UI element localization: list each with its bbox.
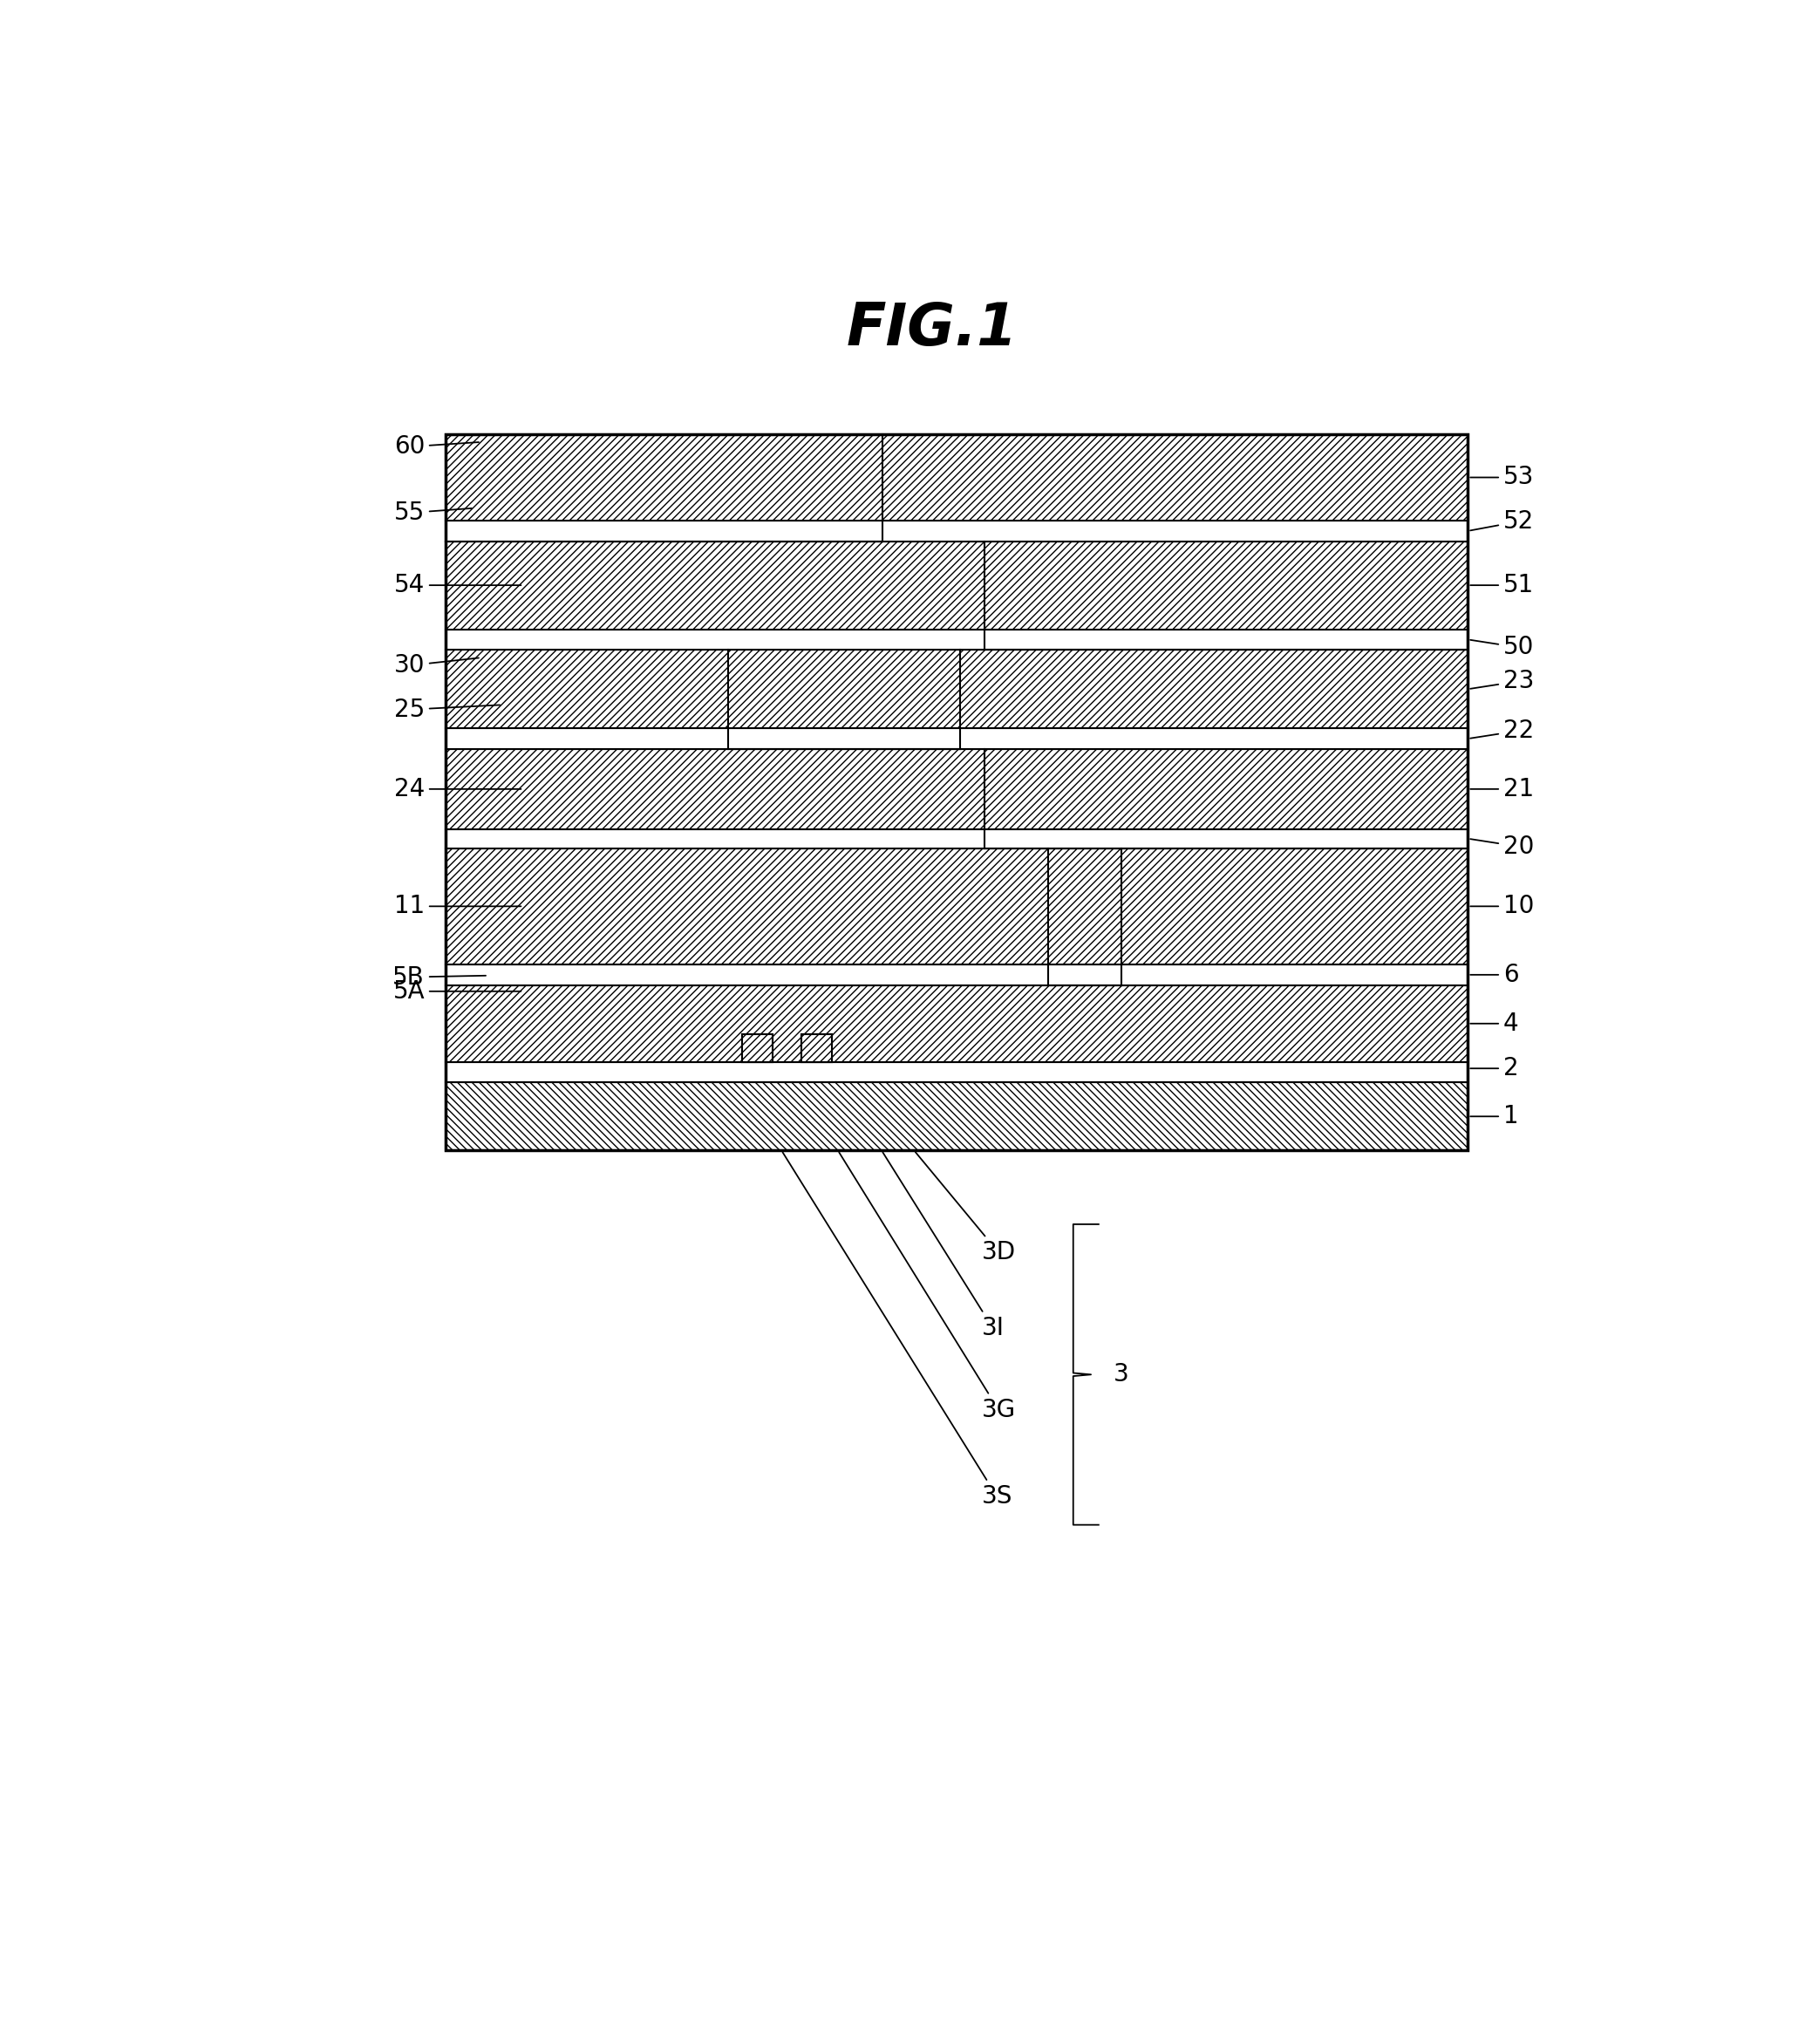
Text: 60: 60 <box>395 435 478 460</box>
Text: 5B: 5B <box>393 965 486 989</box>
Bar <box>446 848 1468 965</box>
Text: 1: 1 <box>1470 1104 1519 1128</box>
Text: 3I: 3I <box>882 1153 1004 1341</box>
Bar <box>446 985 1468 1063</box>
Bar <box>446 542 1468 630</box>
Bar <box>446 748 1468 830</box>
Text: 53: 53 <box>1470 466 1533 491</box>
Text: 52: 52 <box>1470 509 1533 533</box>
Bar <box>446 1083 1468 1151</box>
Bar <box>800 1034 831 1063</box>
Bar <box>446 728 1468 748</box>
Text: 22: 22 <box>1470 719 1533 744</box>
Bar <box>446 650 1468 728</box>
Bar <box>800 1034 831 1063</box>
Bar <box>446 965 1468 985</box>
Text: 11: 11 <box>395 893 520 918</box>
Text: 25: 25 <box>395 697 500 722</box>
Text: 5A: 5A <box>393 979 520 1004</box>
Text: 21: 21 <box>1470 777 1533 801</box>
Bar <box>446 521 1468 542</box>
Text: 3S: 3S <box>782 1153 1013 1508</box>
Text: 50: 50 <box>1470 636 1533 660</box>
Text: 3D: 3D <box>915 1153 1015 1265</box>
Text: 30: 30 <box>393 654 478 679</box>
Text: 3: 3 <box>1113 1363 1130 1386</box>
Text: 55: 55 <box>395 501 471 525</box>
Bar <box>446 630 1468 650</box>
Bar <box>446 433 1468 1151</box>
Bar <box>446 830 1468 848</box>
Text: 2: 2 <box>1470 1057 1519 1081</box>
Text: 23: 23 <box>1470 668 1533 693</box>
Bar <box>446 433 1468 521</box>
Text: FIG.1: FIG.1 <box>846 300 1019 358</box>
Bar <box>446 1063 1468 1083</box>
Bar <box>742 1034 773 1063</box>
Text: 54: 54 <box>395 572 520 597</box>
Bar <box>742 1034 773 1063</box>
Text: 20: 20 <box>1470 834 1533 858</box>
Text: 6: 6 <box>1470 963 1519 987</box>
Text: 24: 24 <box>395 777 520 801</box>
Text: 3G: 3G <box>839 1153 1015 1423</box>
Text: 51: 51 <box>1470 572 1533 597</box>
Text: 10: 10 <box>1470 893 1533 918</box>
Text: 4: 4 <box>1470 1012 1519 1036</box>
